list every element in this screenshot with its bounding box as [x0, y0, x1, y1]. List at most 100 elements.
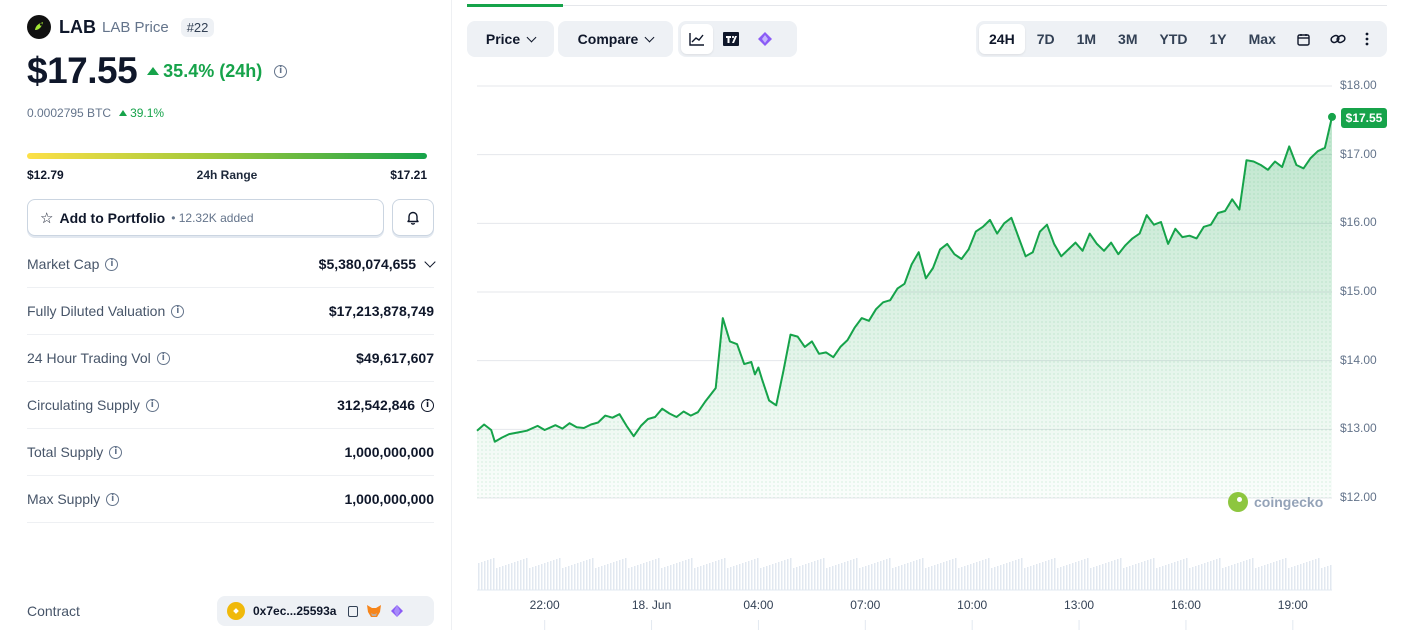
info-icon[interactable]: i: [156, 351, 170, 365]
calendar-button[interactable]: [1288, 24, 1320, 54]
gem-icon[interactable]: [390, 604, 404, 618]
volume-bar: [1141, 562, 1143, 590]
more-options-button[interactable]: [1356, 24, 1378, 54]
volume-bar: [691, 558, 693, 590]
volume-bar: [994, 567, 996, 590]
copy-icon[interactable]: [348, 605, 359, 617]
volume-bar: [832, 566, 834, 590]
price-chart[interactable]: [452, 0, 1401, 630]
stat-label: Circulating Supply: [27, 397, 140, 413]
stat-label: Max Supply: [27, 491, 101, 507]
volume-bar: [547, 562, 549, 590]
range-1y-button[interactable]: 1Y: [1209, 31, 1227, 47]
market-cap-dropdown[interactable]: $5,380,074,655: [319, 256, 436, 272]
range-3m-button[interactable]: 3M: [1118, 31, 1138, 47]
tab-underline: [467, 5, 1387, 6]
range-max-button[interactable]: Max: [1248, 31, 1276, 47]
x-tick-label: 13:00: [1064, 598, 1095, 612]
info-icon[interactable]: i: [145, 398, 159, 412]
volume-bar: [583, 561, 585, 590]
volume-bar: [850, 560, 852, 590]
price-dropdown[interactable]: Price: [467, 21, 554, 57]
volume-bar: [823, 558, 825, 590]
volume-bar: [1045, 561, 1047, 590]
volume-bar: [718, 560, 720, 590]
price-alert-button[interactable]: [392, 199, 434, 236]
volume-bar: [1072, 563, 1074, 590]
btc-price: 0.0002795 BTC: [27, 106, 112, 120]
range-7d-button[interactable]: 7D: [1036, 31, 1055, 47]
volume-bar: [655, 559, 657, 590]
volume-bar: [757, 558, 759, 590]
info-icon[interactable]: i: [105, 257, 119, 271]
volume-bar: [841, 563, 843, 590]
metamask-icon[interactable]: [366, 604, 382, 618]
chevron-down-icon: [424, 256, 436, 268]
volume-bar: [571, 565, 573, 590]
volume-bar: [1240, 562, 1242, 590]
caret-up-icon: [147, 67, 160, 75]
volume-bar: [1111, 561, 1113, 590]
lab-logo-icon: [27, 15, 51, 39]
watermark-text: coingecko: [1254, 494, 1324, 510]
volume-bar: [919, 559, 921, 590]
price-change-24h: 35.4% (24h): [147, 61, 262, 82]
volume-bar: [877, 562, 879, 590]
volume-bar: [973, 563, 975, 590]
volume-bar: [727, 568, 729, 590]
volume-bar: [715, 561, 717, 590]
volume-bar: [1276, 561, 1278, 590]
volume-bar: [685, 560, 687, 590]
gem-icon: [758, 32, 772, 46]
volume-bar: [1168, 564, 1170, 590]
y-tick-label: $12.00: [1340, 490, 1377, 504]
volume-bar: [643, 563, 645, 590]
more-vertical-icon: [1365, 32, 1369, 46]
volume-bar: [739, 564, 741, 590]
info-icon[interactable]: i: [421, 398, 434, 412]
range-1m-button[interactable]: 1M: [1076, 31, 1097, 47]
volume-bar: [955, 558, 957, 590]
range-24h-button[interactable]: 24H: [979, 24, 1025, 54]
volume-bar: [988, 558, 990, 590]
compare-dropdown-label: Compare: [577, 31, 639, 47]
x-tick-label: 04:00: [743, 598, 774, 612]
volume-bar: [1174, 562, 1176, 590]
volume-bar: [712, 562, 714, 590]
volume-bar: [1018, 559, 1020, 590]
volume-bar: [1261, 566, 1263, 590]
gem-chart-button[interactable]: [749, 24, 781, 54]
tradingview-button[interactable]: [715, 24, 747, 54]
add-to-portfolio-button[interactable]: ☆ Add to Portfolio • 12.32K added: [27, 199, 384, 236]
info-icon[interactable]: i: [109, 445, 123, 459]
line-chart-button[interactable]: [681, 24, 713, 54]
volume-bar: [1330, 565, 1332, 590]
volume-bar: [484, 561, 486, 590]
volume-bar: [1228, 566, 1230, 590]
info-icon[interactable]: i: [274, 64, 288, 78]
stat-value: 1,000,000,000: [344, 444, 434, 460]
share-link-button[interactable]: [1322, 24, 1354, 54]
volume-bar: [913, 561, 915, 590]
volume-bar: [478, 563, 480, 590]
volume-bar: [814, 561, 816, 590]
volume-bar: [1081, 560, 1083, 590]
range-ytd-button[interactable]: YTD: [1159, 31, 1188, 47]
volume-bar: [1015, 560, 1017, 590]
volume-bar: [1042, 562, 1044, 590]
volume-bar: [1057, 568, 1059, 590]
compare-dropdown[interactable]: Compare: [558, 21, 673, 57]
contract-label: Contract: [27, 603, 80, 619]
volume-bar: [697, 567, 699, 590]
btc-price-row: 0.0002795 BTC 39.1%: [27, 106, 164, 120]
info-icon[interactable]: i: [106, 492, 120, 506]
volume-bar: [598, 567, 600, 590]
price-line: [476, 116, 1333, 443]
info-icon[interactable]: i: [171, 304, 185, 318]
volume-bar: [499, 567, 501, 590]
volume-bar: [847, 561, 849, 590]
volume-bar: [595, 568, 597, 590]
volume-bar: [1006, 563, 1008, 590]
volume-bar: [1237, 563, 1239, 590]
volume-bar: [508, 564, 510, 590]
